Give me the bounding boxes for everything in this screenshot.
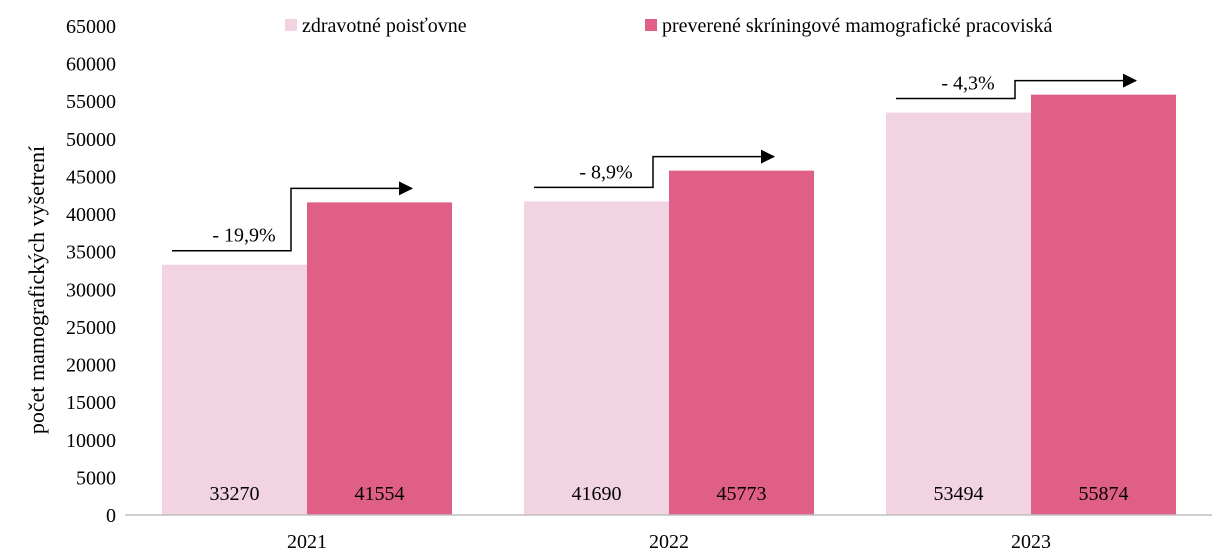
- bar-zdravotne-poistovne-2022: [524, 201, 669, 516]
- y-tick-label: 20000: [66, 355, 116, 377]
- difference-label: - 4,3%: [941, 73, 994, 95]
- legend-label-zdravotne-poistovne: zdravotné poisťovne: [302, 15, 467, 37]
- bar-preverene-pracoviska-2022: [669, 170, 814, 516]
- legend: zdravotné poisťovne preverené skríningov…: [285, 15, 1053, 37]
- y-tick-label: 5000: [76, 467, 116, 489]
- value-label: 41554: [355, 483, 405, 505]
- annotations: - 19,9% - 8,9% - 4,3%: [172, 73, 1137, 252]
- x-tick-label: 2022: [649, 531, 689, 553]
- difference-arrow: [534, 149, 775, 189]
- bar-zdravotne-poistovne-2021: [162, 264, 307, 515]
- y-axis-label: počet mamografických vyšetrení: [24, 146, 49, 434]
- difference-label: - 8,9%: [579, 161, 632, 183]
- y-tick-label: 50000: [66, 129, 116, 151]
- y-tick-label: 0: [106, 505, 116, 527]
- y-tick-label: 15000: [66, 392, 116, 414]
- bar-zdravotne-poistovne-2023: [886, 112, 1031, 516]
- x-tick-label: 2021: [287, 531, 327, 553]
- legend-swatch-preverene-pracoviska: [645, 19, 657, 31]
- difference-arrow: [172, 181, 413, 252]
- difference-arrow: [896, 73, 1137, 100]
- y-tick-label: 55000: [66, 91, 116, 113]
- value-label: 41690: [572, 483, 622, 505]
- y-tick-label: 10000: [66, 430, 116, 452]
- y-tick-label: 45000: [66, 166, 116, 188]
- y-axis-ticks: 0 5000 10000 15000 20000 25000 30000 35000 40000…: [66, 16, 116, 527]
- bars: [162, 94, 1176, 516]
- value-label: 33270: [210, 483, 260, 505]
- y-tick-label: 60000: [66, 54, 116, 76]
- bar-preverene-pracoviska-2021: [307, 202, 452, 516]
- bar-preverene-pracoviska-2023: [1031, 94, 1176, 515]
- value-labels: 33270 41554 41690 45773 53494 55874: [210, 483, 1129, 505]
- x-tick-label: 2023: [1011, 531, 1051, 553]
- y-tick-label: 40000: [66, 204, 116, 226]
- value-label: 55874: [1079, 483, 1129, 505]
- y-tick-label: 30000: [66, 279, 116, 301]
- y-tick-label: 25000: [66, 317, 116, 339]
- x-axis-ticks: 2021 2022 2023: [287, 531, 1051, 553]
- difference-label: - 19,9%: [212, 225, 275, 247]
- y-tick-label: 35000: [66, 242, 116, 264]
- legend-label-preverene-pracoviska: preverené skríningové mamografické praco…: [662, 15, 1053, 37]
- legend-swatch-zdravotne-poistovne: [285, 19, 297, 31]
- value-label: 45773: [717, 483, 767, 505]
- y-tick-label: 65000: [66, 16, 116, 38]
- value-label: 53494: [934, 483, 984, 505]
